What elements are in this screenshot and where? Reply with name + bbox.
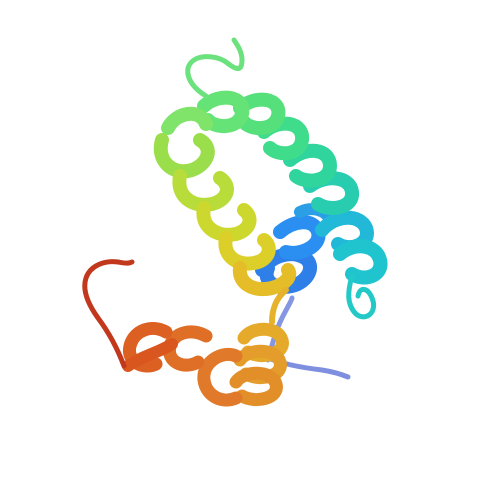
helix-orange-yellow [229,287,289,406]
top-loop [185,37,245,99]
c-terminal-coil [82,259,135,369]
helix-yellow [153,133,297,296]
helix-orange [122,322,243,407]
helix-green [161,37,286,135]
